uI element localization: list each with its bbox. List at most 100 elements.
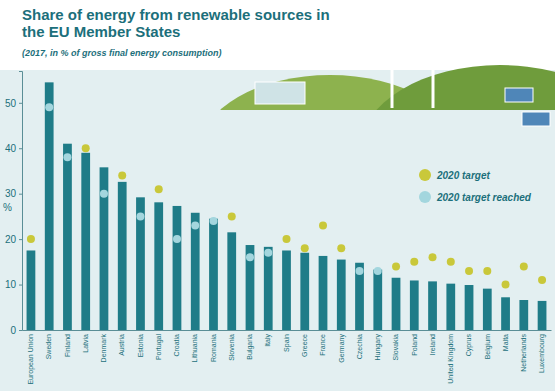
y-tick-label: 50 [5, 98, 17, 109]
bar [27, 250, 36, 330]
x-tick: Greece [301, 330, 308, 357]
x-tick: Slovakia [392, 330, 399, 360]
target-marker [483, 267, 491, 275]
x-tick: Finland [64, 330, 71, 357]
x-tick-label: Slovakia [392, 334, 399, 361]
x-tick-label: Luxembourg [538, 334, 546, 373]
plot-background [0, 110, 555, 391]
x-tick: Sweden [45, 330, 52, 359]
y-tick: 50 [5, 98, 22, 109]
x-axis-line [23, 330, 552, 331]
bar [373, 270, 382, 330]
target-marker [301, 244, 309, 252]
title-line: Share of energy from renewable sources i… [22, 6, 330, 23]
bar [337, 260, 346, 330]
target-marker [465, 267, 473, 275]
x-tick-label: Finland [64, 334, 71, 357]
x-tick-label: Denmark [100, 334, 107, 363]
bar [392, 278, 401, 330]
y-tick-mark [19, 330, 22, 331]
turbine-blade [433, 38, 457, 52]
bar [118, 182, 127, 330]
y-tick: 30 [5, 188, 22, 199]
y-tick-label: 10 [5, 279, 17, 290]
x-tick: Cyprus [465, 330, 473, 356]
target-marker [155, 185, 163, 193]
x-tick: Austria [118, 330, 125, 356]
bar [209, 219, 218, 330]
turbine-blade [432, 10, 435, 38]
x-tick-label: Austria [118, 334, 125, 356]
x-tick: Netherlands [520, 330, 527, 372]
subtitle: (2017, in % of gross final energy consum… [22, 48, 222, 58]
target-marker [191, 221, 199, 229]
x-tick-label: Belgium [484, 334, 492, 359]
bar [319, 256, 328, 330]
x-tick: Hungary [374, 330, 382, 360]
bar [227, 232, 236, 330]
x-tick: Bulgaria [246, 330, 254, 360]
target-marker [173, 235, 181, 243]
legend-marker [419, 191, 431, 203]
target-marker [337, 244, 345, 252]
dam [255, 82, 305, 104]
bar [154, 202, 163, 330]
y-axis-title: % [3, 202, 12, 213]
bar [446, 284, 455, 330]
target-marker [319, 221, 327, 229]
x-tick-label: Czechia [356, 334, 363, 359]
target-marker [429, 253, 437, 261]
x-tick-label: Croatia [173, 334, 180, 357]
x-tick-label: Poland [411, 334, 418, 356]
x-tick: Slovenia [228, 330, 235, 361]
x-tick-label: Greece [301, 334, 308, 357]
background [0, 0, 555, 391]
target-marker [209, 217, 217, 225]
bar [81, 153, 90, 330]
x-tick-label: Germany [338, 334, 346, 363]
y-tick: 20 [5, 234, 22, 245]
bar [191, 213, 200, 330]
x-tick: Croatia [173, 330, 180, 357]
target-marker [264, 249, 272, 257]
bar [465, 285, 474, 330]
target-marker [520, 262, 528, 270]
bar [264, 247, 273, 330]
title-line: the EU Member States [22, 23, 180, 40]
x-tick: Estonia [137, 330, 144, 357]
target-marker [538, 276, 546, 284]
y-tick-label: 40 [5, 143, 17, 154]
legend-marker [419, 169, 431, 181]
x-tick-label: Sweden [45, 334, 52, 359]
x-tick: Spain [283, 330, 291, 352]
target-marker [63, 153, 71, 161]
turbine-blade [368, 20, 392, 34]
bar [483, 289, 492, 330]
x-tick: Latvia [82, 330, 89, 353]
y-tick: 10 [5, 279, 22, 290]
legend: 2020 target2020 target reached [419, 169, 532, 203]
x-tick-label: Latvia [82, 334, 89, 353]
x-tick-label: Spain [283, 334, 291, 352]
y-tick-label: 20 [5, 234, 17, 245]
y-tick-mark [19, 194, 22, 195]
turbine-tower [391, 20, 394, 108]
x-tick-label: Romania [210, 334, 217, 362]
bar [519, 300, 528, 330]
bar [300, 253, 309, 330]
bar [136, 197, 145, 330]
bar [538, 301, 547, 330]
target-marker [82, 144, 90, 152]
x-tick-label: Italy [264, 334, 272, 347]
bar [410, 280, 419, 330]
turbine-blade [409, 38, 433, 52]
x-tick: Belgium [484, 330, 492, 359]
target-marker [228, 212, 236, 220]
target-marker [136, 212, 144, 220]
bar [173, 206, 182, 330]
x-tick-label: United Kingdom [447, 334, 455, 384]
solar-panel [505, 88, 533, 102]
x-tick: Romania [210, 330, 217, 362]
x-tick-label: Cyprus [465, 334, 473, 357]
x-tick-label: Slovenia [228, 334, 235, 361]
